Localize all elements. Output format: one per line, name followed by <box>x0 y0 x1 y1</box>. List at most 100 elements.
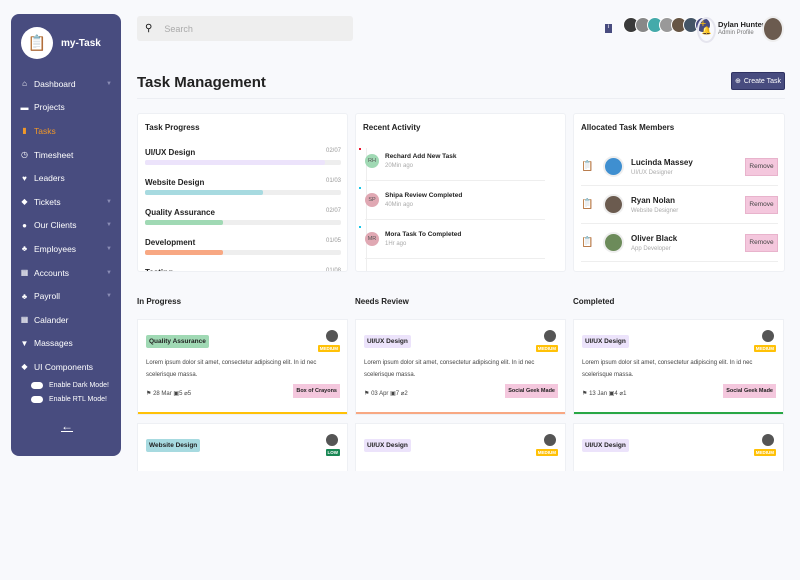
priority-badge: MEDIUM <box>317 345 340 352</box>
sidebar-item-leaders[interactable]: ♥ Leaders <box>20 166 112 190</box>
task-date: 28 Mar <box>153 391 172 397</box>
task-tag: UI/UX Design <box>364 335 411 348</box>
comment-count: 5 <box>179 391 183 397</box>
chevron-down-icon[interactable]: ▼ <box>106 80 112 87</box>
card-title: Recent Activity <box>363 123 421 132</box>
priority-badge: MEDIUM <box>535 449 558 456</box>
dark-mode-toggle[interactable]: Enable Dark Mode! <box>31 382 109 389</box>
task-description: Lorem ipsum dolor sit amet, consectetur … <box>146 360 317 378</box>
comment-icon: ▣ <box>173 391 180 397</box>
priority-badge: MEDIUM <box>753 449 776 456</box>
attachment-count: 5 <box>187 391 192 397</box>
chevron-down-icon[interactable]: ▼ <box>106 269 112 276</box>
activity-item[interactable]: RH Rechard Add New Task 20Min ago <box>359 142 545 181</box>
switch[interactable] <box>31 382 43 389</box>
task-tag: Quality Assurance <box>146 335 209 348</box>
user-avatar[interactable] <box>762 16 784 42</box>
chevron-down-icon[interactable]: ▼ <box>106 245 112 252</box>
sidebar-item-label: Tickets <box>34 196 61 207</box>
users-icon: ♣ <box>21 244 28 254</box>
task-card[interactable]: Website Design LOWLorem ipsum dolor sit … <box>137 423 348 471</box>
member-avatar <box>603 156 624 177</box>
info-icon[interactable]: i <box>605 24 612 33</box>
create-task-button[interactable]: ⊕ Create Task <box>731 72 785 90</box>
sidebar-item-our-clients[interactable]: ● Our Clients ▼ <box>20 214 112 238</box>
comment-icon: ▣ <box>390 391 396 397</box>
sidebar-item-timesheet[interactable]: ◷ Timesheet <box>20 143 112 167</box>
sidebar: 📋 my-Task ⌂ Dashboard ▼ ▬ Projects ▮ Tasks ◷ Tim… <box>11 14 121 456</box>
sidebar-item-employees[interactable]: ♣ Employees ▼ <box>20 237 112 261</box>
clipboard-icon: 📋 <box>581 199 594 210</box>
flag-icon: ⚑ <box>146 391 152 397</box>
sidebar-item-dashboard[interactable]: ⌂ Dashboard ▼ <box>20 72 112 96</box>
progress-item: UI/UX Design 02/07 <box>145 148 341 165</box>
sidebar-item-ui-components[interactable]: ◆ UI Components <box>20 355 112 379</box>
create-task-label: Create Task <box>743 77 782 85</box>
comment-count: 4 <box>614 391 618 397</box>
recent-activity-card: Recent Activity RH Rechard Add New Task 20… <box>355 113 566 272</box>
progress-label: Development <box>145 238 196 247</box>
project-badge: Social Geek Made <box>723 384 776 398</box>
priority-badge: MEDIUM <box>535 345 558 352</box>
member-name: Ryan Nolan <box>631 195 676 205</box>
project-badge: Social Geek Made <box>505 384 558 398</box>
bell-icon[interactable]: 🔔 <box>697 17 716 43</box>
arrow-left-icon[interactable]: ← <box>61 419 73 433</box>
sidebar-item-label: Tasks <box>34 125 56 136</box>
sidebar-item-tickets[interactable]: ◆ Tickets ▼ <box>20 190 112 214</box>
sidebar-item-projects[interactable]: ▬ Projects <box>20 96 112 120</box>
clock-icon: ◷ <box>21 150 28 160</box>
chevron-down-icon[interactable]: ▼ <box>106 198 112 205</box>
timeline-dot <box>359 187 361 189</box>
sidebar-item-accounts[interactable]: ▦ Accounts ▼ <box>20 261 112 285</box>
chevron-down-icon[interactable]: ▼ <box>106 293 112 300</box>
remove-button[interactable]: Remove <box>745 233 778 252</box>
status-line <box>138 412 347 414</box>
progress-item: Website Design 01/03 <box>145 178 341 195</box>
sidebar-item-label: Calander <box>34 314 69 325</box>
task-meta: ⚑ 03 Apr ▣7 ⌀2 <box>364 390 408 397</box>
progress-label: Testing <box>145 268 173 271</box>
progress-bar <box>145 160 341 165</box>
remove-button[interactable]: Remove <box>745 195 778 214</box>
activity-avatar: SP <box>365 193 379 207</box>
sidebar-item-calander[interactable]: ▦ Calander <box>20 308 112 332</box>
sidebar-item-tasks[interactable]: ▮ Tasks <box>20 119 112 143</box>
logo[interactable]: 📋 my-Task <box>21 27 101 59</box>
chevron-down-icon[interactable]: ▼ <box>106 222 112 229</box>
sidebar-item-massages[interactable]: ▼ Massages <box>20 332 112 356</box>
activity-text: Rechard Add New Task <box>385 153 457 160</box>
switch[interactable] <box>31 396 43 403</box>
rtl-mode-toggle[interactable]: Enable RTL Mode! <box>31 396 107 403</box>
task-meta: ⚑ 13 Jan ▣4 ⌀1 <box>582 390 626 397</box>
activity-item[interactable]: MR Mora Task To Completed 1Hr ago <box>359 220 545 259</box>
search-placeholder: Search <box>164 23 193 34</box>
user-role: Admin Profile <box>718 30 754 36</box>
activity-text: Shipa Review Completed <box>385 192 463 199</box>
clipboard-icon: ▮ <box>22 126 27 136</box>
task-card[interactable]: Quality Assurance MEDIUM Lorem ipsum dolo… <box>137 319 348 415</box>
palette-icon: ◆ <box>21 362 28 372</box>
sidebar-item-payroll[interactable]: ♣ Payroll ▼ <box>20 284 112 308</box>
progress-fill <box>145 220 224 225</box>
progress-fill <box>145 160 326 165</box>
search-input[interactable]: ⚲ Search <box>137 16 353 41</box>
activity-time: 1Hr ago <box>385 241 407 247</box>
sidebar-item-label: UI Components <box>34 361 94 372</box>
task-tag: UI/UX Design <box>582 335 629 348</box>
member-avatar <box>603 194 624 215</box>
activity-item[interactable]: SP Shipa Review Completed 40Min ago <box>359 181 545 220</box>
member-name: Oliver Black <box>631 233 678 243</box>
payroll-icon: ♣ <box>21 291 28 301</box>
task-date: 03 Apr <box>371 391 389 397</box>
task-meta: ⚑ 28 Mar ▣5 ⌀5 <box>146 390 191 397</box>
remove-button[interactable]: Remove <box>745 157 778 176</box>
user-profile[interactable]: Dylan Hunter Admin Profile <box>718 20 765 36</box>
user-icon: ● <box>22 220 27 230</box>
paperclip-icon: ⌀ <box>184 391 188 397</box>
member-row: 📋 Oliver Black App Developer Remove <box>581 224 778 262</box>
